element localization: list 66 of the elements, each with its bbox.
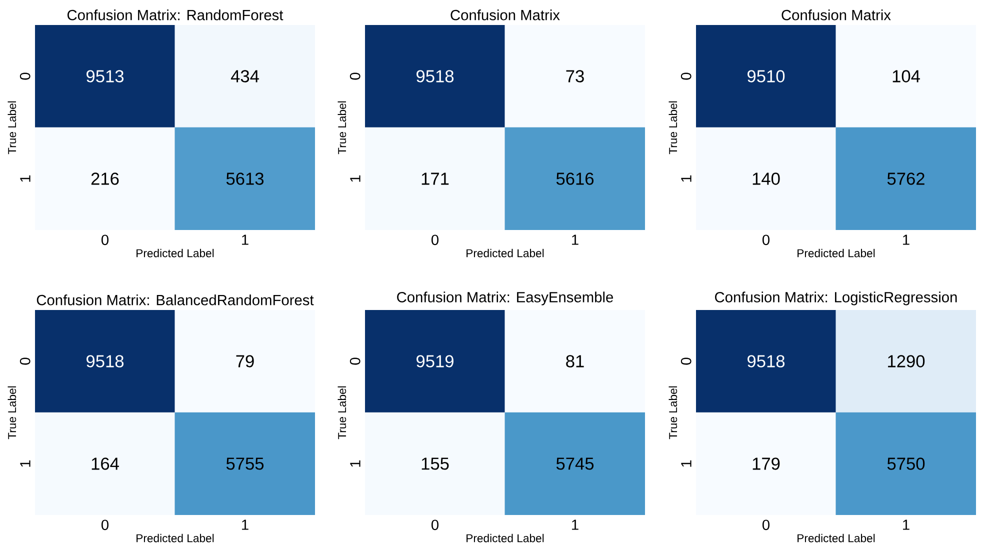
data-label: 164 — [92, 458, 119, 470]
x-tick-label: 0 — [101, 234, 108, 246]
x-axis-title: Predicted Label — [466, 248, 544, 258]
x-axis-title: Predicted Label — [136, 248, 214, 258]
data-label: 79 — [236, 355, 254, 368]
x-tick-label: 0 — [431, 520, 438, 530]
data-label: 5762 — [887, 172, 924, 185]
data-label: 9518 — [86, 355, 124, 368]
data-label: 9519 — [416, 355, 454, 368]
data-label: 9510 — [748, 70, 785, 82]
data-label: 9518 — [416, 70, 454, 82]
x-tick-label: 0 — [762, 520, 770, 530]
data-label: 155 — [422, 458, 449, 470]
x-tick-label: 0 — [762, 234, 770, 246]
y-axis-title: True Label — [338, 101, 346, 154]
x-axis-title: Predicted Label — [798, 248, 875, 258]
y-axis-title: True Label — [668, 101, 678, 154]
y-tick-label: 1 — [681, 175, 692, 182]
x-tick-label: 1 — [903, 234, 910, 245]
y-tick-label: 1 — [350, 175, 360, 182]
chart-title: Confusion Matrix: RandomForest — [67, 10, 284, 20]
x-tick-label: 1 — [242, 520, 248, 530]
data-label: 1290 — [888, 355, 925, 368]
data-label: 81 — [566, 355, 584, 368]
y-tick-label: 0 — [20, 358, 30, 365]
y-tick-label: 1 — [20, 460, 30, 467]
data-label: 216 — [91, 172, 119, 185]
data-label: 104 — [892, 70, 920, 82]
data-label: 434 — [230, 70, 259, 82]
y-tick-label: 1 — [350, 460, 360, 467]
y-tick-label: 1 — [681, 460, 692, 467]
chart-title: Confusion Matrix: BalancedRandomForest — [36, 294, 314, 306]
x-tick-label: 0 — [431, 234, 438, 246]
y-tick-label: 1 — [20, 175, 30, 182]
y-axis-title: True Label — [338, 386, 346, 440]
data-label: 5755 — [226, 458, 264, 470]
x-tick-label: 0 — [101, 520, 108, 530]
chart-title: Confusion Matrix: EasyEnsemble — [397, 292, 614, 306]
x-axis-title: Predicted Label — [466, 534, 544, 542]
data-label: 73 — [566, 70, 584, 82]
x-tick-label: 1 — [572, 520, 578, 530]
data-label: 9513 — [86, 70, 124, 82]
data-label: 171 — [422, 172, 449, 185]
chart-title: Confusion Matrix — [450, 10, 560, 20]
y-axis-title: True Label — [8, 386, 16, 440]
data-label: 5750 — [887, 458, 925, 470]
x-axis-title: Predicted Label — [798, 534, 875, 542]
y-axis-title: True Label — [8, 101, 16, 154]
y-tick-label: 0 — [20, 72, 30, 80]
x-tick-label: 1 — [903, 520, 910, 530]
y-tick-label: 0 — [350, 358, 360, 365]
data-label: 5613 — [226, 172, 264, 185]
x-axis-title: Predicted Label — [136, 534, 214, 542]
y-tick-label: 0 — [350, 72, 360, 80]
data-label: 9518 — [748, 355, 785, 368]
data-label: 179 — [752, 458, 780, 470]
x-tick-label: 1 — [572, 234, 578, 245]
y-tick-label: 0 — [680, 358, 692, 365]
y-tick-label: 0 — [680, 72, 692, 80]
data-label: 140 — [752, 172, 780, 185]
chart-title: Confusion Matrix — [782, 10, 891, 20]
chart-title: Confusion Matrix: LogisticRegression — [715, 292, 957, 306]
data-label: 5616 — [556, 172, 594, 185]
x-tick-label: 1 — [242, 234, 248, 245]
y-axis-title: True Label — [668, 386, 678, 440]
data-label: 5745 — [556, 458, 594, 470]
